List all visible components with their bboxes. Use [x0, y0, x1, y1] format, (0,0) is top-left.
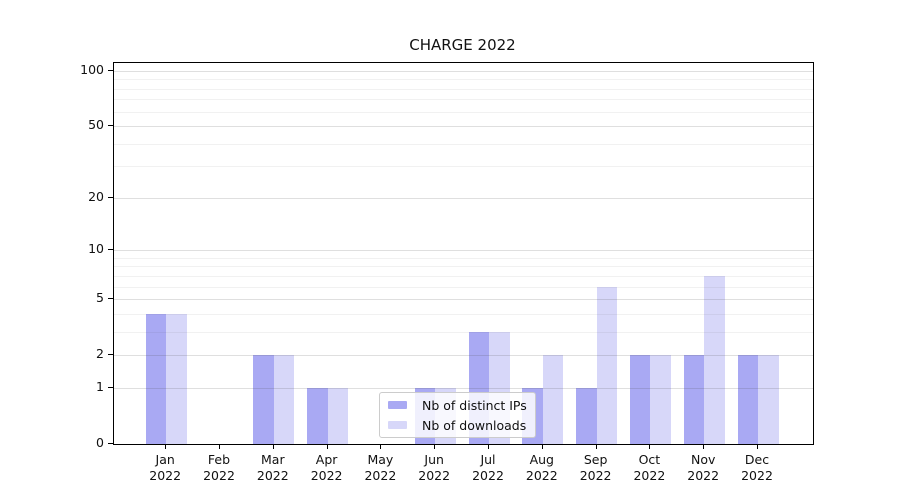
x-tick-mark-feb — [219, 444, 220, 449]
x-tick-label-may: May 2022 — [364, 452, 397, 483]
x-tick-label-sep: Sep 2022 — [579, 452, 612, 483]
bar-mar-distinct-ips — [253, 355, 274, 444]
y-tick-label-10: 10 — [88, 241, 104, 256]
x-tick-label-jun: Jun 2022 — [418, 452, 451, 483]
legend-label-distinct-ips: Nb of distinct IPs — [422, 397, 527, 413]
bar-apr-downloads — [327, 387, 349, 444]
y-tick-mark-2 — [108, 354, 113, 356]
gridline-7 — [114, 275, 813, 277]
plot-area — [113, 62, 814, 445]
x-tick-label-nov: Nov 2022 — [687, 452, 720, 483]
gridline-9 — [114, 257, 813, 259]
x-tick-label-oct: Oct 2022 — [633, 452, 666, 483]
legend-entry-downloads: Nb of downloads — [388, 417, 527, 433]
x-tick-mark-jan — [165, 444, 167, 449]
gridline-30 — [114, 166, 813, 168]
bar-nov-distinct-ips — [683, 355, 705, 444]
bar-oct-downloads — [650, 355, 671, 444]
legend-label-downloads: Nb of downloads — [422, 417, 527, 433]
y-tick-label-50: 50 — [88, 116, 104, 132]
gridline-2 — [114, 355, 813, 357]
x-tick-label-feb: Feb 2022 — [203, 452, 235, 483]
gridline-40 — [114, 143, 813, 145]
bar-jan-downloads — [166, 313, 187, 444]
y-tick-mark-50 — [108, 124, 113, 126]
legend-entry-distinct-ips: Nb of distinct IPs — [388, 397, 527, 413]
x-tick-label-aug: Aug 2022 — [525, 452, 558, 483]
legend: Nb of distinct IPs Nb of downloads — [379, 392, 536, 438]
x-tick-mark-aug — [541, 444, 543, 449]
y-tick-mark-1 — [108, 386, 113, 388]
x-tick-label-mar: Mar 2022 — [256, 452, 289, 483]
gridline-50 — [114, 125, 813, 127]
y-tick-label-5: 5 — [96, 290, 104, 306]
gridline-20 — [114, 197, 813, 199]
y-tick-mark-20 — [108, 196, 113, 198]
y-tick-label-2: 2 — [96, 346, 104, 362]
gridline-100 — [114, 70, 813, 72]
grid-layer — [114, 63, 813, 444]
legend-swatch-downloads — [388, 421, 407, 429]
gridline-3 — [114, 331, 813, 333]
y-tick-label-100: 100 — [80, 61, 104, 77]
chart-title: CHARGE 2022 — [409, 36, 516, 54]
x-tick-label-dec: Dec 2022 — [741, 452, 773, 483]
bar-dec-distinct-ips — [737, 355, 758, 444]
y-tick-label-20: 20 — [88, 188, 104, 204]
legend-swatch-distinct-ips — [388, 401, 407, 409]
gridline-70 — [114, 99, 813, 101]
bar-jan-distinct-ips — [145, 313, 167, 444]
y-tick-mark-10 — [108, 249, 113, 250]
gridline-8 — [114, 266, 813, 268]
x-tick-mark-oct — [649, 444, 651, 449]
y-tick-mark-100 — [108, 69, 113, 71]
bar-dec-downloads — [758, 355, 779, 444]
x-tick-mark-nov — [703, 444, 705, 449]
bar-oct-distinct-ips — [629, 355, 651, 444]
x-tick-label-jan: Jan 2022 — [149, 452, 182, 483]
gridline-10 — [114, 250, 813, 251]
x-tick-label-jul: Jul 2022 — [472, 452, 504, 483]
gridline-1 — [114, 387, 813, 389]
x-tick-mark-sep — [595, 444, 597, 449]
bar-aug-downloads — [542, 355, 564, 444]
x-tick-mark-apr — [326, 444, 328, 449]
x-tick-label-apr: Apr 2022 — [310, 452, 343, 483]
gridline-90 — [114, 79, 813, 81]
gridline-4 — [114, 313, 813, 315]
gridline-5 — [114, 299, 813, 301]
y-tick-mark-0 — [108, 443, 113, 444]
x-tick-mark-dec — [757, 444, 758, 449]
bar-apr-distinct-ips — [307, 387, 328, 444]
bar-sep-downloads — [596, 286, 618, 444]
y-tick-mark-5 — [108, 298, 113, 300]
y-tick-label-0: 0 — [96, 435, 104, 450]
x-tick-mark-may — [380, 444, 382, 449]
x-tick-mark-jun — [434, 444, 436, 449]
bar-sep-distinct-ips — [576, 387, 597, 444]
gridline-6 — [114, 286, 813, 288]
gridline-80 — [114, 88, 813, 90]
x-tick-mark-mar — [272, 444, 274, 449]
bar-mar-downloads — [273, 355, 295, 444]
bar-nov-downloads — [704, 275, 725, 444]
x-tick-mark-jul — [488, 444, 489, 449]
gridline-60 — [114, 111, 813, 113]
y-tick-label-1: 1 — [96, 378, 104, 394]
